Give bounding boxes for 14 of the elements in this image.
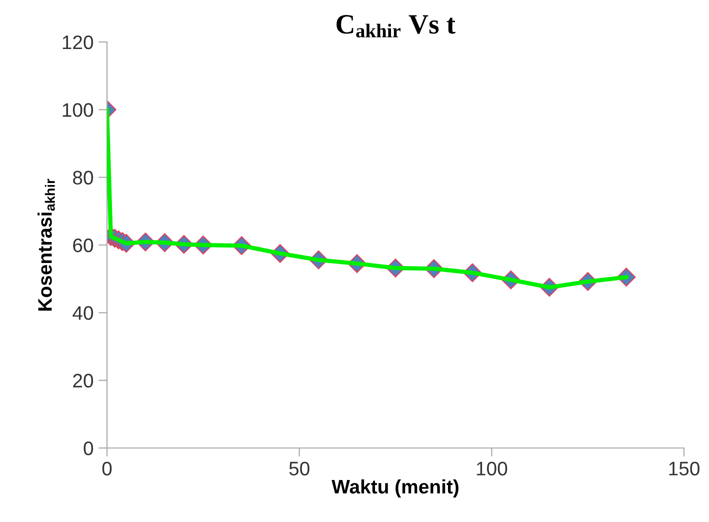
x-tick-label: 150	[669, 462, 700, 476]
x-tick-label: 0	[102, 462, 112, 476]
y-tick-label: 80	[73, 170, 94, 185]
x-axis-title: Waktu (menit)	[332, 479, 458, 498]
x-tick-label: 50	[289, 462, 310, 476]
y-tick-label: 20	[73, 374, 94, 388]
x-tick-label: 100	[476, 462, 508, 476]
y-tick-label: 100	[62, 103, 94, 117]
chart-title: C$_{akhir}$ Vs t	[336, 15, 456, 38]
y-tick-label: 60	[73, 238, 94, 252]
y-axis-title: Kosentrasi$_{akhir}$	[38, 178, 55, 311]
y-tick-label: 120	[62, 35, 94, 50]
y-tick-label: 40	[72, 306, 94, 320]
y-tick-label: 0	[84, 441, 94, 456]
